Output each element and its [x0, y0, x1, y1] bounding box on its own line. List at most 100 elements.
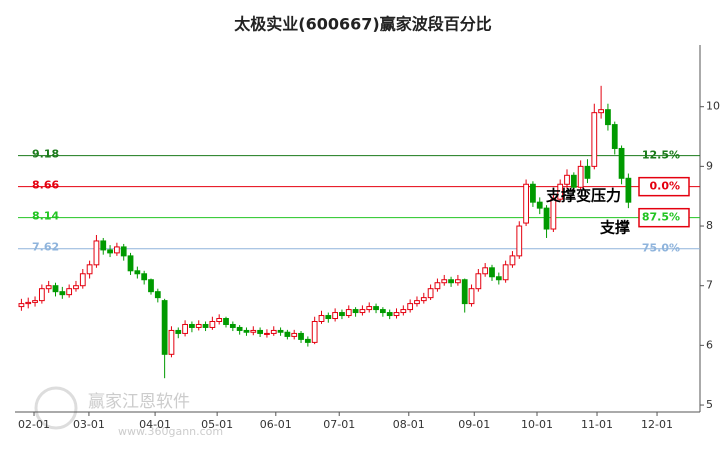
x-tick-label: 10-01 [521, 418, 553, 431]
x-tick-label: 04-01 [139, 418, 171, 431]
candle-body [441, 279, 448, 284]
candle-body [550, 198, 557, 230]
candle-body [161, 300, 168, 355]
x-tick-label: 08-01 [393, 418, 425, 431]
candle-body [434, 282, 441, 290]
candle-body [32, 300, 38, 303]
candle-body [38, 288, 45, 302]
candle-body [291, 332, 298, 337]
candle-body [468, 288, 475, 305]
candle-body [345, 309, 352, 317]
candle-body [530, 183, 536, 203]
x-tick-label: 12-01 [641, 418, 673, 431]
candle-body [618, 147, 625, 179]
x-tick-label: 11-01 [581, 418, 613, 431]
y-tick-label: 8 [706, 219, 713, 232]
level-value: 7.62 [32, 241, 59, 254]
candle-body [86, 264, 93, 275]
candle-body [325, 315, 332, 320]
candle-body [516, 225, 523, 257]
y-tick-label: 7 [706, 279, 713, 292]
level-value: 8.66 [32, 179, 59, 192]
candle-body [100, 240, 107, 251]
candle-body [66, 288, 73, 296]
level-value: 9.18 [32, 148, 59, 161]
candle-body [489, 267, 495, 278]
candle-body [311, 321, 318, 343]
y-tick-label: 5 [706, 398, 713, 411]
candle-body [591, 112, 598, 167]
candle-body [625, 177, 632, 203]
x-tick-label: 05-01 [201, 418, 233, 431]
candle-body [257, 329, 263, 334]
candle-body [127, 255, 134, 272]
candle-body [455, 279, 461, 284]
candle-body [379, 309, 386, 314]
candle-body [73, 285, 79, 290]
candle-body [79, 273, 86, 287]
candle-body [93, 240, 100, 266]
candle-body [570, 174, 577, 188]
chart-title: 太极实业(600667)赢家波段百分比 [233, 15, 491, 34]
candle-body [536, 201, 543, 209]
candle-body [195, 323, 202, 328]
candle-body [304, 338, 311, 343]
candle-body [284, 331, 291, 337]
watermark-logo [34, 386, 78, 430]
candle-body [543, 207, 550, 230]
candle-body [270, 329, 277, 334]
level-box [638, 207, 690, 228]
candle-body [25, 301, 32, 305]
annotation: 支撑 [599, 219, 630, 237]
level-box [638, 176, 690, 197]
level-value: 8.14 [32, 210, 59, 223]
candle-body [59, 291, 66, 296]
candle-body [386, 312, 393, 317]
candle-body [141, 273, 148, 281]
candle-body [120, 246, 127, 257]
candle-body [352, 309, 359, 314]
candle-body [400, 309, 407, 314]
candle-body [359, 309, 366, 314]
y-tick-label: 10 [706, 100, 720, 113]
candle-body [216, 318, 223, 322]
candle-body [134, 270, 141, 275]
candle-body [420, 297, 427, 302]
candle-body [318, 315, 325, 322]
candle-body [414, 300, 420, 305]
candle-body [209, 321, 216, 328]
candle-body [407, 303, 414, 311]
candle-body [577, 165, 584, 188]
candle-body [52, 285, 59, 293]
candle-body [243, 329, 250, 333]
level-pct: 0.0% [649, 180, 680, 193]
candle-body [18, 303, 25, 308]
candle-body [175, 329, 182, 334]
candle-body [236, 326, 243, 331]
candle-body [168, 329, 175, 355]
candle-body [45, 285, 52, 290]
candle-body [229, 323, 236, 328]
y-tick-label: 9 [706, 159, 713, 172]
candle-body [557, 183, 564, 200]
candle-body [502, 264, 509, 281]
level-pct: 12.5% [642, 149, 680, 162]
candle-body [448, 279, 454, 284]
candle-body [564, 174, 570, 185]
candle-body [277, 329, 284, 333]
candle-body [332, 312, 339, 320]
candle-body [250, 329, 257, 333]
x-tick-label: 03-01 [73, 418, 105, 431]
candle-body [107, 249, 113, 254]
level-pct: 75.0% [642, 242, 680, 255]
x-tick-label: 06-01 [260, 418, 292, 431]
candle-body [495, 276, 502, 281]
y-tick-label: 6 [706, 338, 713, 351]
watermark: 赢家江恩软件 www.360gann.com [34, 386, 223, 438]
candle-body [223, 318, 229, 325]
x-tick-label: 02-01 [18, 418, 50, 431]
candle-body [154, 291, 161, 299]
candle-body [264, 332, 270, 335]
candle-body [598, 109, 604, 114]
